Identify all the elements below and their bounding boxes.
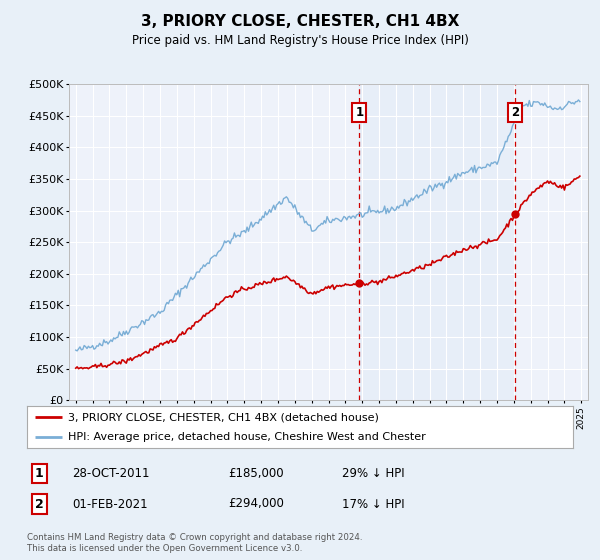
Text: 29% ↓ HPI: 29% ↓ HPI <box>342 466 404 480</box>
Text: 1: 1 <box>35 466 43 480</box>
Text: 3, PRIORY CLOSE, CHESTER, CH1 4BX: 3, PRIORY CLOSE, CHESTER, CH1 4BX <box>141 14 459 29</box>
Text: 2: 2 <box>511 106 519 119</box>
Text: 28-OCT-2011: 28-OCT-2011 <box>72 466 149 480</box>
Text: £294,000: £294,000 <box>228 497 284 511</box>
Text: HPI: Average price, detached house, Cheshire West and Chester: HPI: Average price, detached house, Ches… <box>68 432 426 442</box>
Text: 01-FEB-2021: 01-FEB-2021 <box>72 497 148 511</box>
Text: £185,000: £185,000 <box>228 466 284 480</box>
Bar <box>359 84 515 400</box>
Text: Contains HM Land Registry data © Crown copyright and database right 2024.
This d: Contains HM Land Registry data © Crown c… <box>27 533 362 553</box>
Text: Price paid vs. HM Land Registry's House Price Index (HPI): Price paid vs. HM Land Registry's House … <box>131 34 469 46</box>
Text: 1: 1 <box>355 106 364 119</box>
Text: 2: 2 <box>35 497 43 511</box>
Text: 3, PRIORY CLOSE, CHESTER, CH1 4BX (detached house): 3, PRIORY CLOSE, CHESTER, CH1 4BX (detac… <box>68 412 379 422</box>
Text: 17% ↓ HPI: 17% ↓ HPI <box>342 497 404 511</box>
